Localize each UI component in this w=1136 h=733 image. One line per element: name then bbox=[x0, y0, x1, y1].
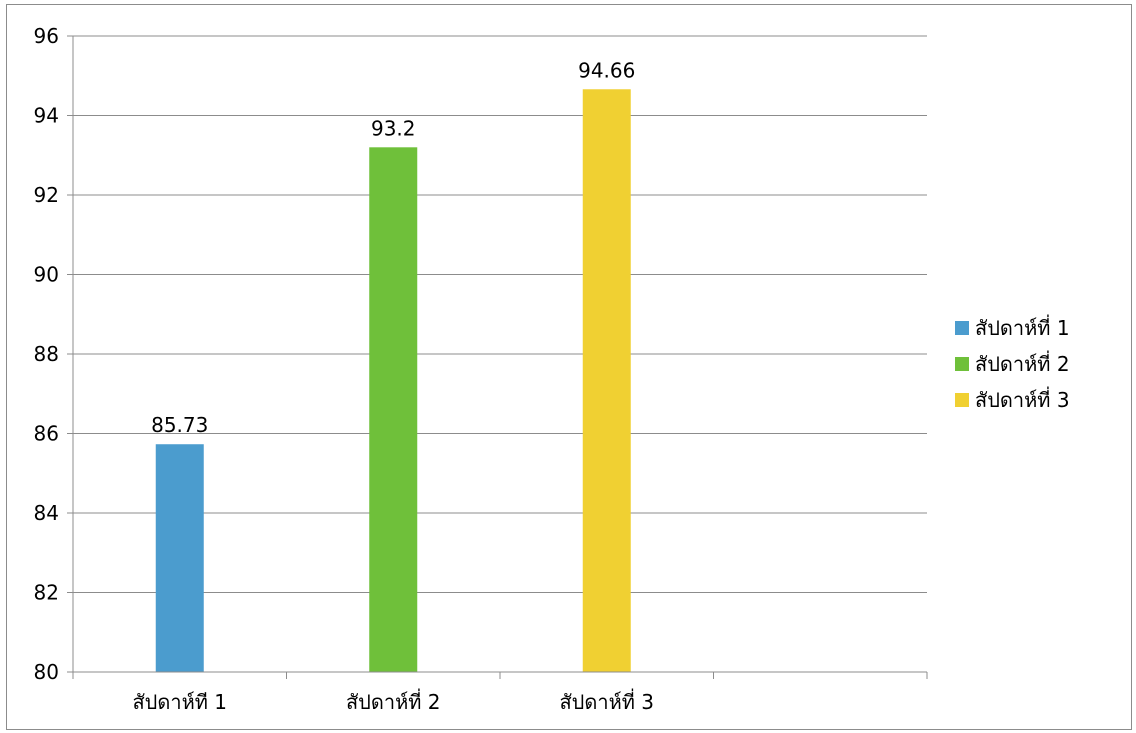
legend-label: สัปดาห์ที่ 1 bbox=[975, 314, 1070, 340]
x-category-labels: สัปดาห์ที 1 สัปดาห์ที่ 2 สัปดาห์ที่ 3 bbox=[132, 688, 654, 714]
y-tick-label: 90 bbox=[34, 263, 59, 287]
gridlines bbox=[73, 35, 927, 593]
legend-label: สัปดาห์ที่ 2 bbox=[975, 350, 1070, 376]
data-labels: 85.73 93.2 94.66 bbox=[151, 58, 635, 437]
x-category-label: สัปดาห์ที่ 3 bbox=[559, 688, 654, 714]
axes bbox=[67, 35, 928, 679]
bar-2 bbox=[369, 147, 418, 673]
bars bbox=[155, 89, 631, 673]
x-category-label: สัปดาห์ที่ 2 bbox=[346, 688, 441, 714]
data-label: 93.2 bbox=[371, 116, 416, 140]
y-tick-label: 94 bbox=[34, 104, 59, 128]
legend-swatch bbox=[955, 393, 969, 407]
legend-swatch bbox=[955, 321, 969, 335]
legend-label: สัปดาห์ที่ 3 bbox=[975, 386, 1070, 412]
y-tick-label: 82 bbox=[34, 581, 59, 605]
data-label: 94.66 bbox=[578, 58, 635, 82]
x-category-label: สัปดาห์ที 1 bbox=[132, 690, 227, 714]
y-tick-label: 86 bbox=[34, 422, 59, 446]
y-tick-label: 92 bbox=[34, 183, 59, 207]
bar-1 bbox=[155, 444, 204, 672]
legend: สัปดาห์ที่ 1 สัปดาห์ที่ 2 สัปดาห์ที่ 3 bbox=[955, 314, 1070, 412]
y-tick-label: 96 bbox=[34, 24, 59, 48]
data-label: 85.73 bbox=[151, 413, 208, 437]
legend-swatch bbox=[955, 357, 969, 371]
y-tick-label: 84 bbox=[34, 501, 59, 525]
bar-3 bbox=[582, 89, 631, 672]
y-tick-label: 88 bbox=[34, 342, 59, 366]
y-tick-labels: 80 82 84 86 88 90 92 94 96 bbox=[34, 24, 59, 684]
y-tick-label: 80 bbox=[34, 660, 59, 684]
